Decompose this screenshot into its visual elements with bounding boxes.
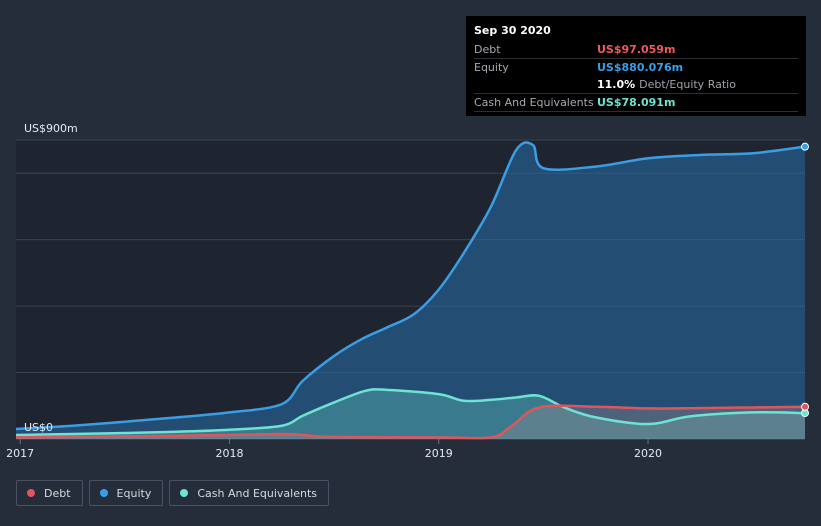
debt-area — [16, 405, 805, 439]
x-axis-ticks: 2017 2018 2019 2020 — [6, 439, 662, 460]
tooltip-ratio-caption: Debt/Equity Ratio — [639, 78, 736, 91]
x-tick-label: 2019 — [425, 447, 453, 460]
y-axis-bottom-label: US$0 — [24, 421, 53, 434]
series-endpoints — [801, 142, 809, 418]
legend-item-cash[interactable]: Cash And Equivalents — [169, 480, 329, 506]
tooltip-value-equity: US$880.076m — [597, 61, 684, 74]
tooltip-label-cash: Cash And Equivalents — [474, 96, 594, 109]
tooltip-row-debt: Debt US$97.059m — [474, 41, 798, 59]
tooltip-label-equity: Equity — [474, 61, 509, 74]
tooltip-label-debt: Debt — [474, 43, 501, 56]
equity-endpoint — [801, 142, 809, 151]
legend-item-debt[interactable]: Debt — [16, 480, 83, 506]
y-axis-top-label: US$900m — [24, 122, 78, 135]
tooltip-row-cash: Cash And Equivalents US$78.091m — [474, 94, 798, 112]
tooltip-row-ratio: 11.0% Debt/Equity Ratio — [474, 76, 798, 94]
debt-endpoint — [801, 402, 809, 411]
legend-label-cash: Cash And Equivalents — [197, 486, 317, 500]
cash-dot-icon — [180, 489, 189, 497]
tooltip-date: Sep 30 2020 — [474, 24, 551, 37]
tooltip-value-debt: US$97.059m — [597, 43, 676, 56]
legend-label-equity: Equity — [116, 486, 152, 500]
legend-label-debt: Debt — [44, 486, 71, 500]
tooltip-panel: Sep 30 2020 Debt US$97.059m Equity US$88… — [466, 16, 806, 116]
x-tick-label: 2020 — [634, 447, 662, 460]
legend: Debt Equity Cash And Equivalents — [16, 480, 329, 506]
legend-item-equity[interactable]: Equity — [88, 480, 164, 506]
series-areas — [16, 142, 805, 439]
tooltip-value-cash: US$78.091m — [597, 96, 676, 109]
debt-line — [15, 404, 806, 440]
tooltip-value-ratio: 11.0% — [597, 78, 636, 91]
cash-and-equivalents-line — [15, 388, 806, 437]
cash-and-equivalents-area — [16, 389, 805, 439]
equity-area — [16, 142, 805, 439]
debt-dot-icon — [27, 489, 35, 497]
equity-line — [15, 141, 806, 431]
tooltip-row-equity: Equity US$880.076m — [474, 59, 798, 76]
equity-dot-icon — [99, 489, 108, 497]
series-lines — [15, 141, 806, 440]
x-tick-label: 2018 — [215, 447, 243, 460]
x-tick-label: 2017 — [6, 447, 34, 460]
